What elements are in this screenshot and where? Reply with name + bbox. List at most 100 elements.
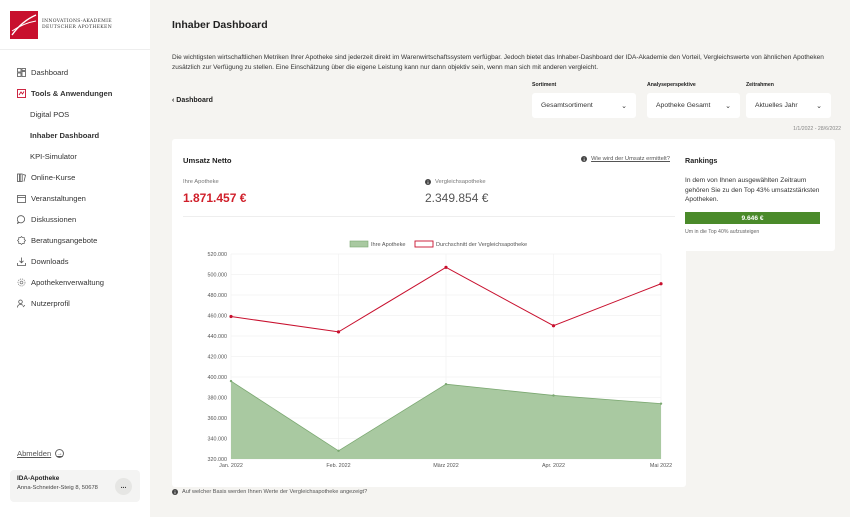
data-point-comparison — [444, 265, 448, 269]
sidebar-item-downloads[interactable]: Downloads — [0, 251, 150, 272]
data-point-own — [659, 402, 663, 405]
date-range: 1/1/2022 - 28/6/2022 — [793, 126, 841, 132]
series-area-own — [231, 381, 661, 459]
comparison-basis-note[interactable]: i Auf welcher Basis werden Ihnen Werte d… — [172, 489, 367, 495]
sidebar-nav: Dashboard Tools & Anwendungen Digital PO… — [0, 62, 150, 314]
y-tick-label: 440.000 — [208, 334, 228, 340]
legend-swatch-comparison — [414, 240, 434, 248]
rankings-title: Rankings — [685, 156, 718, 165]
own-pharmacy-label: Ihre Apotheke — [183, 179, 219, 185]
sidebar-item-label: Apothekenverwaltung — [31, 278, 105, 287]
y-tick-label: 480.000 — [208, 293, 228, 299]
logout-link[interactable]: Abmelden → — [17, 449, 65, 458]
umsatz-card: Umsatz Netto i Wie wird der Umsatz ermit… — [172, 139, 686, 487]
sortiment-label: Sortiment — [532, 82, 557, 88]
comparison-label-text: Vergleichsapotheke — [435, 179, 486, 185]
chevron-down-icon: ⌄ — [725, 102, 731, 110]
sidebar-item-label: Digital POS — [30, 110, 70, 119]
y-tick-label: 460.000 — [208, 314, 228, 320]
sidebar-item-label: Downloads — [31, 257, 69, 266]
y-tick-label: 520.000 — [208, 252, 228, 258]
rankings-description: In dem von Ihnen ausgewählten Zeitraum g… — [685, 177, 820, 203]
x-tick-label: Feb. 2022 — [326, 463, 350, 469]
chevron-down-icon: ⌄ — [621, 102, 627, 110]
more-options-button[interactable]: ... — [115, 478, 132, 495]
x-tick-label: Jan. 2022 — [219, 463, 243, 469]
user-icon — [17, 299, 26, 308]
dashboard-icon — [17, 68, 26, 77]
sidebar-item-label: Online-Kurse — [31, 173, 76, 182]
y-tick-label: 400.000 — [208, 375, 228, 381]
comparison-pharmacy-label: i Vergleichsapotheke — [425, 179, 486, 185]
perspektive-select[interactable]: Apotheke Gesamt ⌄ — [647, 93, 740, 118]
sidebar-item-label: Tools & Anwendungen — [31, 89, 113, 98]
sidebar-item-dashboard[interactable]: Dashboard — [0, 62, 150, 83]
sidebar-item-digital-pos[interactable]: Digital POS — [0, 104, 150, 125]
data-point-comparison — [659, 282, 663, 286]
x-tick-label: Apr. 2022 — [542, 463, 565, 469]
intro-text: Die wichtigsten wirtschaftlichen Metrike… — [172, 54, 824, 71]
sidebar-item-kpi-simulator[interactable]: KPI-Simulator — [0, 146, 150, 167]
y-tick-label: 360.000 — [208, 416, 228, 422]
data-point-comparison — [336, 330, 341, 334]
umsatz-chart: Ihre Apotheke Durchschnitt der Vergleich… — [208, 240, 672, 469]
calendar-icon — [17, 194, 26, 203]
perspektive-label: Analyseperspektive — [647, 82, 696, 88]
sidebar-item-beratungsangebote[interactable]: Beratungsangebote — [0, 230, 150, 251]
sidebar-item-tools[interactable]: Tools & Anwendungen — [0, 83, 150, 104]
comparison-pharmacy-value: 2.349.854 € — [425, 191, 489, 205]
sidebar-item-diskussionen[interactable]: Diskussionen — [0, 209, 150, 230]
zeitrahmen-select[interactable]: Aktuelles Jahr ⌄ — [746, 93, 831, 118]
sidebar-item-label: Beratungsangebote — [31, 236, 98, 245]
legend-label-comparison: Durchschnitt der Vergleichsapotheke — [436, 242, 527, 248]
pharmacy-address: Anna-Schneider-Steig 8, 50678 — [17, 485, 98, 491]
info-icon: i — [172, 489, 178, 495]
brand-name: INNOVATIONS-AKADEMIE DEUTSCHER APOTHEKEN — [42, 19, 112, 31]
arrow-right-icon: → — [55, 449, 65, 458]
brand-logo-icon — [10, 11, 38, 39]
card-divider — [183, 216, 675, 217]
perspektive-value: Apotheke Gesamt — [656, 102, 711, 109]
umsatz-help-label: Wie wird der Umsatz ermittelt? — [591, 156, 670, 162]
x-tick-label: März 2022 — [433, 463, 458, 469]
sidebar-item-label: Nutzerprofil — [31, 299, 70, 308]
y-tick-label: 340.000 — [208, 437, 228, 443]
info-icon: i — [425, 179, 431, 185]
info-icon: i — [581, 156, 588, 162]
pharmacy-name: IDA-Apotheke — [17, 475, 60, 482]
sidebar: INNOVATIONS-AKADEMIE DEUTSCHER APOTHEKEN… — [0, 0, 150, 517]
chat-bubble-icon — [17, 215, 26, 224]
rankings-bar: 9.646 € — [685, 212, 820, 224]
sidebar-item-label: Dashboard — [31, 68, 69, 77]
sidebar-item-nutzerprofil[interactable]: Nutzerprofil — [0, 293, 150, 314]
download-icon — [17, 257, 26, 266]
logout-label: Abmelden — [17, 449, 52, 458]
zeitrahmen-value: Aktuelles Jahr — [755, 102, 798, 109]
data-point-own — [444, 382, 448, 386]
sidebar-item-inhaber-dashboard[interactable]: Inhaber Dashboard — [0, 125, 150, 146]
back-to-dashboard-link[interactable]: ‹ Dashboard — [172, 97, 213, 104]
page-title: Inhaber Dashboard — [172, 19, 268, 31]
rankings-hint: Um in die Top 40% aufzusteigen — [685, 229, 760, 235]
footnote-text: Auf welcher Basis werden Ihnen Werte der… — [182, 489, 368, 495]
sidebar-item-apothekenverwaltung[interactable]: Apothekenverwaltung — [0, 272, 150, 293]
sortiment-select[interactable]: Gesamtsortiment ⌄ — [532, 93, 636, 118]
sidebar-item-label: Veranstaltungen — [31, 194, 86, 203]
sidebar-divider — [0, 49, 150, 50]
badge-icon — [17, 236, 26, 245]
brand-logo[interactable]: INNOVATIONS-AKADEMIE DEUTSCHER APOTHEKEN — [10, 8, 140, 42]
gear-icon — [17, 278, 26, 287]
data-point-own — [552, 394, 555, 397]
sidebar-item-veranstaltungen[interactable]: Veranstaltungen — [0, 188, 150, 209]
y-tick-label: 500.000 — [208, 273, 228, 279]
sidebar-item-online-kurse[interactable]: Online-Kurse — [0, 167, 150, 188]
sidebar-item-label: Inhaber Dashboard — [30, 131, 100, 140]
rankings-card: Rankings In dem von Ihnen ausgewählten Z… — [675, 139, 835, 251]
umsatz-help-link[interactable]: i Wie wird der Umsatz ermittelt? — [581, 156, 670, 162]
legend-swatch-own — [349, 240, 369, 248]
data-point-comparison — [229, 314, 233, 319]
pharmacy-card: IDA-Apotheke Anna-Schneider-Steig 8, 506… — [10, 470, 140, 502]
sidebar-item-label: Diskussionen — [31, 215, 77, 224]
brand-line-1: INNOVATIONS-AKADEMIE — [42, 19, 112, 24]
sortiment-value: Gesamtsortiment — [541, 102, 593, 109]
